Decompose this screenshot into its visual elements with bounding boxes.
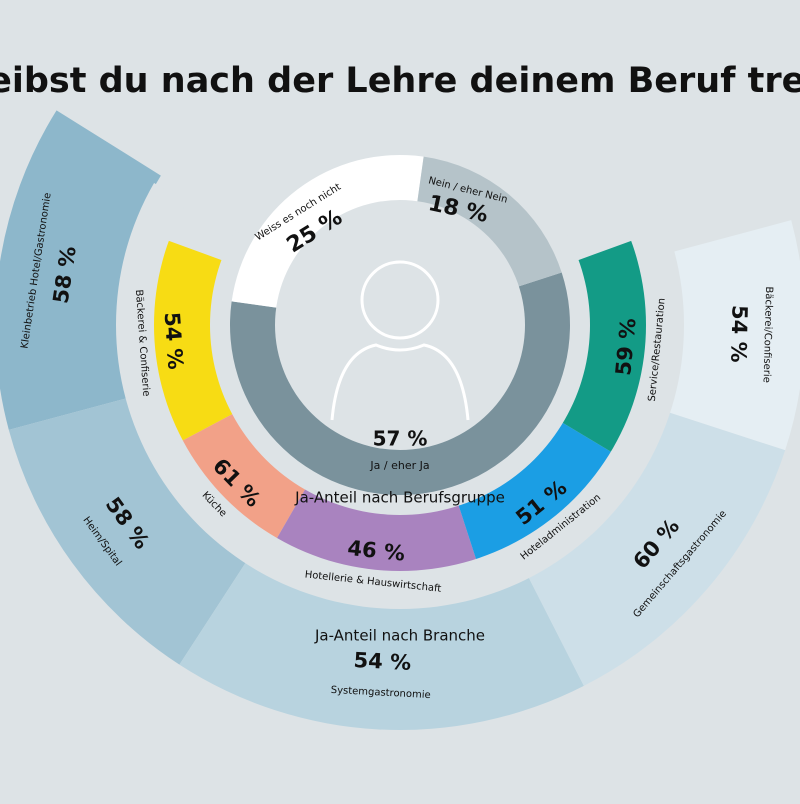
branche-value-5: 54 % bbox=[726, 305, 751, 363]
group-caption: Ja-Anteil nach Berufsgruppe bbox=[294, 489, 505, 507]
group-value-5: 59 % bbox=[611, 317, 640, 377]
branche-segment-5 bbox=[668, 220, 800, 451]
group-value-3: 46 % bbox=[346, 536, 406, 566]
branche-segment-3 bbox=[179, 561, 584, 731]
person-head-icon bbox=[360, 260, 440, 340]
ring-gap bbox=[115, 183, 684, 609]
branche-label-3: Systemgastronomie bbox=[330, 685, 430, 701]
branche-value-3: 54 % bbox=[353, 648, 412, 675]
overall-yes-value: 57 % bbox=[373, 427, 428, 451]
branche-segment-2 bbox=[8, 397, 247, 665]
chart-title: Bleibst du nach der Lehre deinem Beruf t… bbox=[0, 61, 800, 101]
branche-segment-4 bbox=[528, 412, 786, 686]
person-body-icon bbox=[330, 343, 470, 421]
branche-label-5: Bäckerei/Confiserie bbox=[761, 286, 775, 383]
overall-yes-label: Ja / eher Ja bbox=[369, 459, 429, 472]
group-segment-2 bbox=[151, 413, 306, 570]
branche-caption: Ja-Anteil nach Branche bbox=[314, 627, 485, 645]
group-value-1: 54 % bbox=[160, 311, 188, 370]
branche-segment-1 bbox=[0, 110, 161, 430]
